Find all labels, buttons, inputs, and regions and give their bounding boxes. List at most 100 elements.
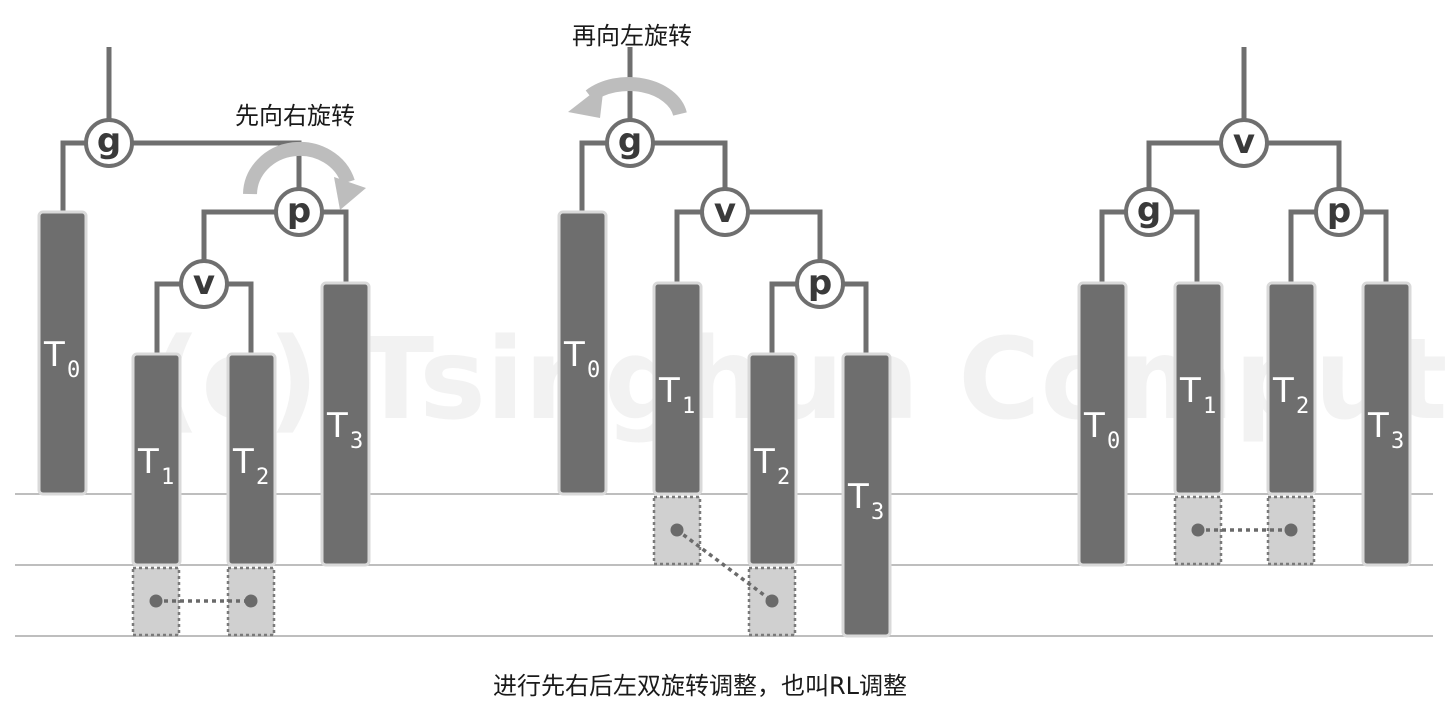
height-dot [1284, 523, 1298, 537]
subtree-label: T [658, 371, 680, 411]
subtree-label: T [137, 442, 159, 482]
edge-g-t0 [1099, 209, 1126, 283]
node-circle [179, 259, 229, 309]
height-dot [149, 594, 163, 608]
edge-p-t2 [1288, 209, 1316, 283]
subtree-bar [37, 210, 88, 496]
node-label: v [193, 263, 215, 303]
node-circle [1219, 118, 1269, 168]
subtree-bar [1266, 281, 1317, 496]
rotate-left-arrow-head [568, 84, 604, 118]
node-g: g [1124, 187, 1174, 237]
node-v: v [179, 259, 229, 309]
subtree-index: 1 [161, 465, 174, 490]
diagram-caption: 进行先右后左双旋转调整，也叫RL调整 [493, 672, 907, 700]
subtree-t1: T 1 [652, 281, 703, 496]
subtree-index: 2 [256, 465, 269, 490]
subtree-t0: T 0 [1077, 281, 1128, 567]
node-circle [274, 187, 324, 237]
subtree-index: 2 [777, 465, 790, 490]
edge-g-t1 [1172, 209, 1200, 283]
node-label: p [808, 263, 832, 303]
rotate-right-arrow-head [334, 177, 366, 210]
node-circle [84, 118, 134, 168]
panel-initial: T 0 T 1 T 2 T 3 g p [37, 47, 371, 637]
subtree-index: 3 [1391, 429, 1404, 454]
subtree-t3: T 3 [841, 352, 892, 638]
node-label: p [287, 191, 311, 231]
subtree-t1: T 1 [1173, 281, 1224, 496]
edge-g-t0 [60, 140, 86, 212]
subtree-bar [1361, 281, 1412, 567]
node-g: g [84, 118, 134, 168]
rotate-left-arrow-arc [585, 77, 687, 117]
subtree-index: 0 [587, 358, 600, 383]
subtree-bar [131, 352, 182, 567]
subtree-bar [747, 352, 798, 567]
subtree-bar [557, 210, 608, 496]
subtree-bar [1173, 281, 1224, 496]
panel-after-left-rotation: T 0 T 1 T 2 T 3 v g p [1077, 47, 1412, 567]
edge-v-p [748, 209, 823, 262]
edge-g-v [653, 140, 728, 190]
subtree-label: T [1179, 371, 1201, 411]
edge-g-t0 [579, 140, 607, 212]
node-label: g [618, 121, 642, 161]
edge-p-v [201, 209, 276, 262]
subtree-t2: T 2 [1266, 281, 1317, 496]
node-circle [605, 118, 655, 168]
subtree-bar [320, 281, 371, 567]
node-circle [1124, 187, 1174, 237]
node-circle [1314, 187, 1364, 237]
subtree-label: T [847, 477, 869, 517]
tree-edges [579, 47, 869, 354]
node-p: p [1314, 187, 1364, 237]
subtree-bar [1077, 281, 1128, 567]
node-p: p [274, 187, 324, 237]
edge-v-t1 [674, 209, 702, 283]
subtree-label: T [1083, 406, 1105, 446]
subtree-label: T [753, 442, 775, 482]
subtree-label: T [43, 335, 65, 375]
subtree-index: 1 [682, 394, 695, 419]
subtree-bar [652, 281, 703, 496]
rotate-right-label: 先向右旋转 [235, 102, 355, 130]
subtree-index: 0 [67, 358, 80, 383]
subtree-index: 1 [1203, 394, 1216, 419]
height-link [675, 528, 774, 603]
node-g: g [605, 118, 655, 168]
height-dot [670, 523, 684, 537]
subtree-label: T [326, 406, 348, 446]
subtree-t2: T 2 [747, 352, 798, 567]
node-circle [700, 187, 750, 237]
subtree-t1: T 1 [131, 352, 182, 567]
edge-v-g [1146, 140, 1221, 190]
node-v: v [700, 187, 750, 237]
edge-v-t2 [227, 281, 254, 354]
node-label: p [1327, 191, 1351, 231]
node-v: v [1219, 118, 1269, 168]
edge-p-t3 [1362, 209, 1389, 283]
subtree-t3: T 3 [1361, 281, 1412, 567]
panel-after-right-rotation: T 0 T 1 T 2 T 3 g v p [557, 22, 892, 638]
subtree-index: 2 [1296, 394, 1309, 419]
subtree-t2: T 2 [226, 352, 277, 567]
subtree-bar [226, 352, 277, 567]
subtree-label: T [1272, 371, 1294, 411]
subtree-t0: T 0 [557, 210, 608, 496]
subtree-label: T [563, 335, 585, 375]
subtree-index: 3 [871, 500, 884, 525]
rotate-left-label: 再向左旋转 [572, 22, 692, 50]
edge-v-t1 [154, 281, 181, 354]
edge-p-t3 [843, 281, 869, 354]
tree-edges [1099, 47, 1389, 283]
subtree-t0: T 0 [37, 210, 88, 496]
edge-p-t3 [322, 209, 349, 283]
height-dot [765, 594, 779, 608]
subtree-index: 0 [1107, 429, 1120, 454]
node-circle [795, 259, 845, 309]
subtree-label: T [1367, 406, 1389, 446]
rotate-right-arrow-arc [243, 141, 355, 195]
node-label: g [1137, 190, 1161, 230]
